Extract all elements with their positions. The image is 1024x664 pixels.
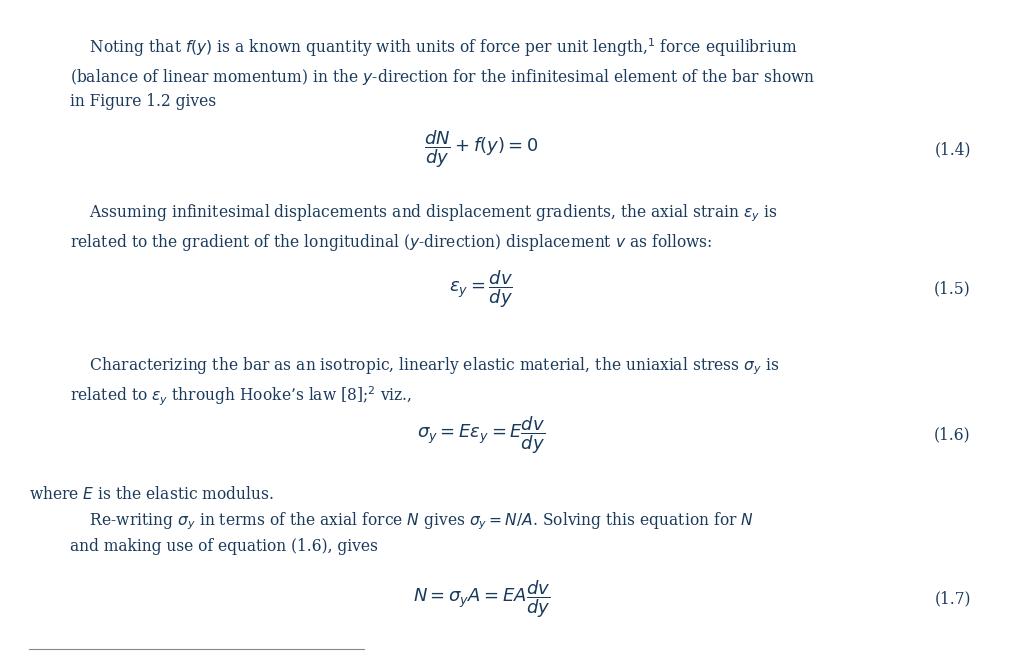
Text: (1.4): (1.4) bbox=[934, 141, 971, 158]
Text: where $E$ is the elastic modulus.: where $E$ is the elastic modulus. bbox=[29, 486, 274, 503]
Text: Assuming infinitesimal displacements and displacement gradients, the axial strai: Assuming infinitesimal displacements and… bbox=[70, 203, 777, 252]
Text: Re-writing $\sigma_y$ in terms of the axial force $N$ gives $\sigma_y = N/A$. So: Re-writing $\sigma_y$ in terms of the ax… bbox=[70, 510, 754, 555]
Text: $\sigma_y = E\varepsilon_y = E\dfrac{dv}{dy}$: $\sigma_y = E\varepsilon_y = E\dfrac{dv}… bbox=[417, 414, 546, 456]
Text: (1.5): (1.5) bbox=[934, 280, 971, 297]
Text: $\varepsilon_y = \dfrac{dv}{dy}$: $\varepsilon_y = \dfrac{dv}{dy}$ bbox=[450, 268, 513, 309]
Text: Characterizing the bar as an isotropic, linearly elastic material, the uniaxial : Characterizing the bar as an isotropic, … bbox=[70, 355, 779, 408]
Text: Noting that $f(y)$ is a known quantity with units of force per unit length,$^1$ : Noting that $f(y)$ is a known quantity w… bbox=[70, 37, 815, 110]
Text: (1.6): (1.6) bbox=[934, 426, 971, 444]
Text: $N = \sigma_y A = EA\dfrac{dv}{dy}$: $N = \sigma_y A = EA\dfrac{dv}{dy}$ bbox=[413, 578, 550, 620]
Text: $\dfrac{dN}{dy} + f(y) = 0$: $\dfrac{dN}{dy} + f(y) = 0$ bbox=[424, 129, 539, 170]
Text: (1.7): (1.7) bbox=[934, 590, 971, 608]
